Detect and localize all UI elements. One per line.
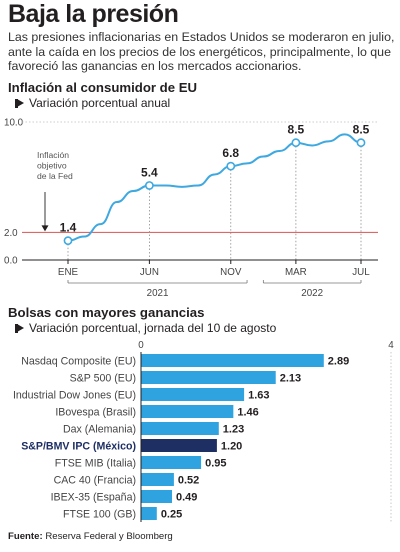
bar <box>141 439 217 452</box>
bar-category-label: S&P 500 (EU) <box>70 372 136 384</box>
source-note: Fuente: Reserva Federal y Bloomberg <box>8 531 173 542</box>
data-point-label: 8.5 <box>353 123 370 137</box>
bar-value-label: 0.52 <box>178 475 199 487</box>
bar <box>141 405 234 418</box>
bar <box>141 456 202 469</box>
bar-value-label: 0.49 <box>176 492 197 504</box>
fed-target-label: de la Fed <box>37 171 73 181</box>
data-point-label: 8.5 <box>288 123 305 137</box>
bullet-arrow-icon <box>15 323 24 333</box>
bar-category-label: S&P/BMV IPC (México) <box>21 440 136 452</box>
bar-value-label: 1.23 <box>223 424 244 436</box>
fed-target-label: objetivo <box>37 161 67 171</box>
inflation-chart-title: Inflación al consumidor de EU <box>8 80 198 95</box>
bar-category-label: FTSE MIB (Italia) <box>55 457 136 469</box>
x-tick-label: ENE <box>58 267 79 278</box>
y-tick-label: 10.0 <box>4 118 24 129</box>
bar-value-label: 2.89 <box>328 356 349 368</box>
bar <box>141 422 219 435</box>
stocks-subtitle-text: Variación porcentual, jornada del 10 de … <box>29 321 277 335</box>
bar <box>141 354 324 367</box>
bar-category-label: Nasdaq Composite (EU) <box>21 355 136 367</box>
inflation-series-line <box>67 133 362 242</box>
x-tick-label: 4 <box>388 340 394 351</box>
data-point-label: 1.4 <box>60 221 77 235</box>
data-point-label: 5.4 <box>141 165 158 179</box>
bar <box>141 507 157 520</box>
data-point-marker <box>356 138 366 148</box>
fed-target-label: Inflación <box>37 150 69 160</box>
fed-target-arrow-icon <box>41 225 49 232</box>
deck-text: Las presiones inflacionarias en Estados … <box>8 30 395 74</box>
inflation-chart-subtitle: Variación porcentual anual <box>8 96 170 110</box>
bar <box>141 473 174 486</box>
data-point-marker <box>226 161 236 171</box>
stocks-bar-chart: 0 4 Nasdaq Composite (EU) 2.89 S&P 500 (EU) 2… <box>13 340 394 522</box>
stocks-chart-title: Bolsas con mayores ganancias <box>8 305 205 320</box>
x-tick-label: MAR <box>285 267 307 278</box>
bar-category-label: Industrial Dow Jones (EU) <box>13 389 136 401</box>
data-point-marker <box>291 138 301 148</box>
bar-value-label: 0.95 <box>205 458 226 470</box>
y-tick-label: 0.0 <box>4 256 18 267</box>
bar-value-label: 1.20 <box>221 441 242 453</box>
bar <box>141 388 245 401</box>
bar-value-label: 1.63 <box>248 390 269 402</box>
x-tick-label: 0 <box>138 340 144 351</box>
data-point-marker <box>144 181 154 190</box>
data-point-marker <box>63 236 73 246</box>
x-tick-label: JUL <box>352 267 370 278</box>
year-label: 2022 <box>301 288 323 299</box>
source-text: Reserva Federal y Bloomberg <box>45 531 173 542</box>
x-tick-label: NOV <box>220 267 242 278</box>
stocks-chart-subtitle: Variación porcentual, jornada del 10 de … <box>8 321 276 335</box>
x-tick-label: JUN <box>140 267 159 278</box>
year-label: 2021 <box>147 288 169 299</box>
bar-value-label: 0.25 <box>161 509 182 521</box>
bar-value-label: 2.13 <box>280 373 301 385</box>
data-point-label: 6.8 <box>222 146 239 160</box>
y-tick-label: 2.0 <box>4 228 18 239</box>
inflation-subtitle-text: Variación porcentual anual <box>29 96 171 110</box>
bar-category-label: IBovespa (Brasil) <box>55 406 136 418</box>
bar-value-label: 1.46 <box>237 407 258 419</box>
bullet-arrow-icon <box>15 98 24 108</box>
bar-category-label: CAC 40 (Francia) <box>54 474 136 486</box>
headline: Baja la presión <box>8 0 179 28</box>
bar-category-label: IBEX-35 (España) <box>51 491 136 503</box>
bar <box>141 371 276 384</box>
bar-category-label: FTSE 100 (GB) <box>63 508 136 520</box>
bar <box>141 490 172 503</box>
source-label: Fuente: <box>8 531 43 542</box>
bar-category-label: Dax (Alemania) <box>63 423 136 435</box>
